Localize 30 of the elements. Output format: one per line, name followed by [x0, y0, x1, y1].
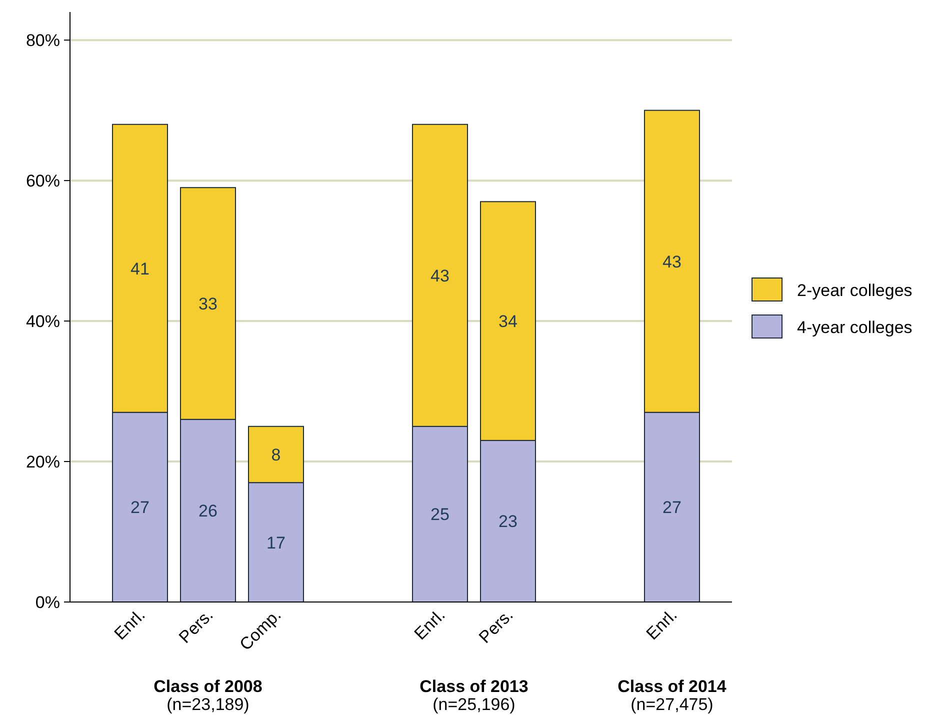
text: Class of 2013 [420, 677, 528, 696]
data-label: 41 [130, 259, 150, 278]
text: (n=25,196) [432, 695, 516, 714]
y-tick-label: 40% [26, 312, 60, 332]
data-label: 26 [198, 502, 218, 521]
legend-label: 2-year colleges [797, 281, 912, 300]
x-tick-label: Pers. [175, 605, 217, 647]
text: (n=27,475) [630, 695, 714, 714]
y-tick-label: 0% [35, 593, 60, 612]
data-label: 17 [266, 533, 286, 552]
data-label: 23 [498, 512, 518, 532]
x-tick-label: Enrl. [110, 605, 149, 644]
data-label: 27 [662, 498, 682, 518]
data-label: 34 [498, 312, 518, 332]
data-label: 27 [130, 498, 150, 518]
text: Class of 2014 [618, 677, 727, 696]
data-label: 43 [662, 252, 682, 272]
x-tick-label: Enrl. [642, 605, 681, 644]
x-tick-label: Enrl. [410, 605, 449, 644]
x-tick-label: Pers. [475, 605, 517, 647]
text: (n=23,189) [166, 695, 250, 714]
data-label: 25 [430, 505, 450, 524]
data-label: 43 [430, 266, 450, 286]
data-label: 33 [198, 294, 218, 314]
y-tick-label: 20% [26, 452, 60, 472]
text: Class of 2008 [154, 677, 262, 696]
y-tick-label: 80% [26, 31, 60, 50]
y-tick-label: 60% [26, 172, 60, 191]
data-label: 8 [271, 446, 281, 464]
legend-label: 4-year colleges [797, 318, 912, 337]
